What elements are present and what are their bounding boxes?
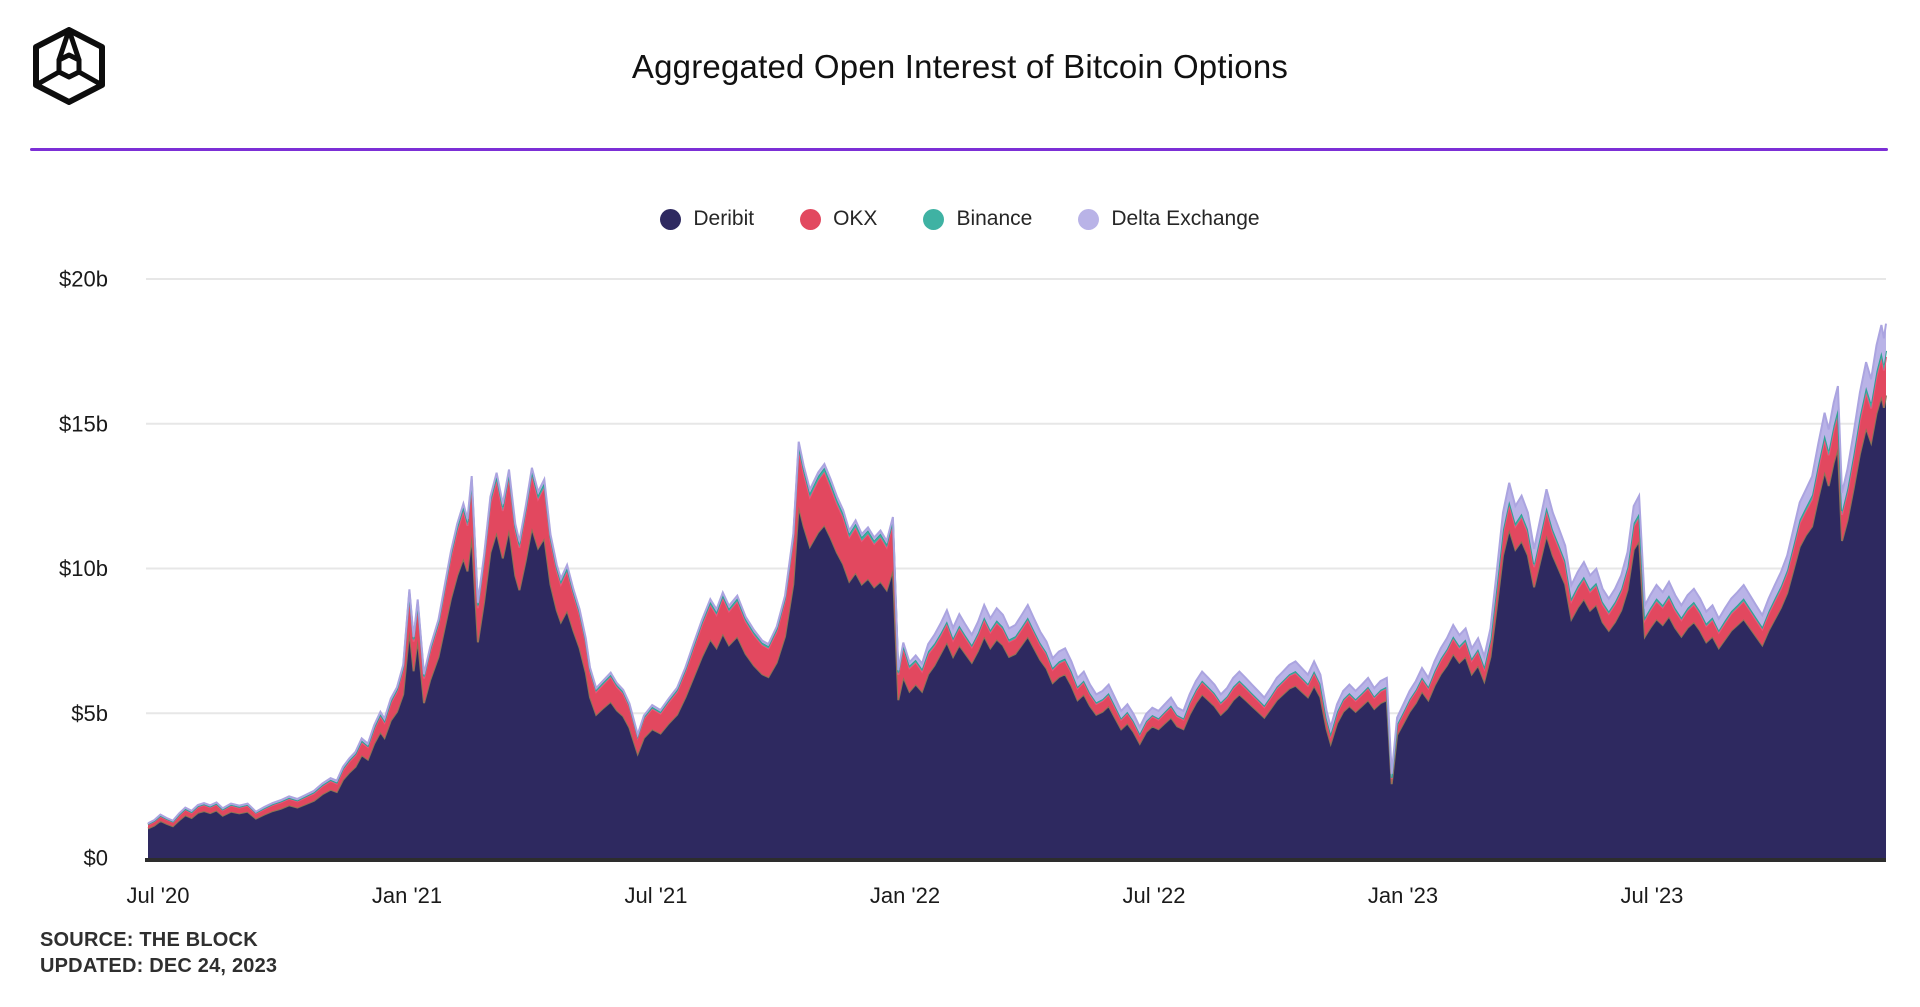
x-tick-label: Jul '22 xyxy=(1123,883,1186,908)
legend-label: Binance xyxy=(956,207,1033,230)
the-block-logo xyxy=(33,27,105,105)
source-note: SOURCE: THE BLOCK UPDATED: DEC 24, 2023 xyxy=(40,927,277,979)
legend-item-delta-exchange[interactable]: Delta Exchange xyxy=(1078,207,1260,231)
area-deribit xyxy=(148,395,1886,858)
accent-divider xyxy=(30,148,1888,151)
y-tick-label: $10b xyxy=(59,556,108,581)
page-title: Aggregated Open Interest of Bitcoin Opti… xyxy=(631,48,1289,85)
x-tick-label: Jul '23 xyxy=(1621,883,1684,908)
x-tick-label: Jan '23 xyxy=(1368,883,1438,908)
legend-label: OKX xyxy=(833,207,878,230)
source-line: SOURCE: THE BLOCK xyxy=(40,929,258,951)
legend-label: Delta Exchange xyxy=(1111,207,1260,230)
edge-delta-exchange xyxy=(147,323,1887,825)
legend-label: Deribit xyxy=(693,207,755,230)
legend-item-deribit[interactable]: Deribit xyxy=(660,207,754,231)
binance-color-dot xyxy=(923,208,945,230)
y-tick-label: $20b xyxy=(59,267,108,292)
y-tick-label: $15b xyxy=(59,411,108,436)
x-tick-label: Jul '20 xyxy=(127,883,190,908)
updated-line: UPDATED: DEC 24, 2023 xyxy=(40,955,278,977)
x-tick-label: Jan '22 xyxy=(870,883,940,908)
y-tick-label: $0 xyxy=(84,846,108,871)
okx-color-dot xyxy=(800,208,822,230)
x-tick-label: Jan '21 xyxy=(372,883,442,908)
y-tick-label: $5b xyxy=(71,701,108,726)
deribit-color-dot xyxy=(660,208,682,230)
delta-exchange-color-dot xyxy=(1078,208,1100,230)
legend: Deribit OKX Binance Delta Exchange xyxy=(0,197,1920,241)
legend-item-binance[interactable]: Binance xyxy=(923,207,1032,231)
legend-item-okx[interactable]: OKX xyxy=(800,207,877,231)
x-tick-label: Jul '21 xyxy=(625,883,688,908)
